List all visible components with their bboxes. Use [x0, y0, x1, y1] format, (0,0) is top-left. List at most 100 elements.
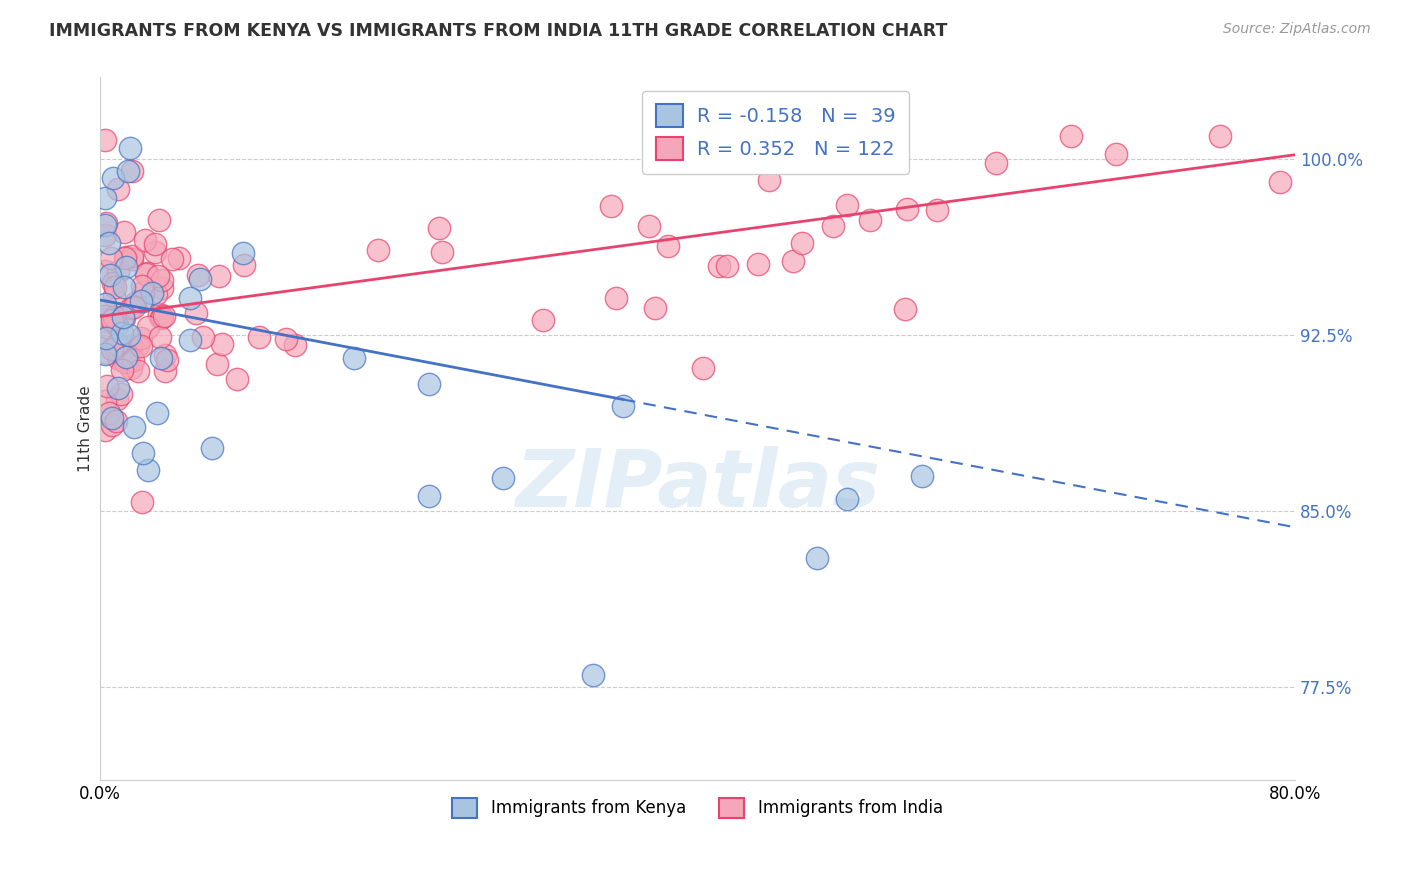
Point: [127, 338, 149, 352]
Point: [93, 227, 115, 242]
Point: [859, 213, 882, 227]
Point: [122, 300, 145, 314]
Point: [121, 249, 143, 263]
Point: [93, 219, 115, 233]
Point: [118, 327, 141, 342]
Point: [108, 352, 131, 367]
Point: [93, 191, 115, 205]
Point: [136, 266, 159, 280]
Point: [101, 411, 124, 425]
Point: [707, 259, 730, 273]
Point: [93, 328, 115, 343]
Point: [188, 272, 211, 286]
Point: [894, 301, 917, 316]
Point: [868, 128, 890, 143]
Point: [135, 267, 157, 281]
Point: [605, 291, 627, 305]
Point: [986, 156, 1008, 170]
Point: [184, 306, 207, 320]
Point: [107, 338, 129, 352]
Point: [93, 264, 115, 278]
Point: [105, 414, 128, 428]
Point: [716, 149, 738, 163]
Point: [127, 364, 149, 378]
Point: [427, 221, 450, 235]
Point: [782, 254, 804, 268]
Point: [107, 265, 129, 279]
Point: [150, 273, 173, 287]
Point: [117, 164, 139, 178]
Point: [179, 333, 201, 347]
Point: [136, 463, 159, 477]
Point: [911, 468, 934, 483]
Point: [143, 236, 166, 251]
Point: [716, 259, 738, 273]
Point: [418, 377, 440, 392]
Point: [98, 235, 121, 250]
Point: [145, 287, 167, 301]
Point: [105, 337, 128, 351]
Point: [148, 307, 170, 321]
Point: [93, 347, 115, 361]
Point: [114, 252, 136, 266]
Point: [141, 286, 163, 301]
Point: [124, 419, 146, 434]
Point: [107, 381, 129, 395]
Legend: Immigrants from Kenya, Immigrants from India: Immigrants from Kenya, Immigrants from I…: [446, 791, 949, 825]
Point: [150, 310, 173, 325]
Point: [1268, 175, 1291, 189]
Point: [132, 293, 155, 308]
Point: [150, 280, 173, 294]
Point: [692, 361, 714, 376]
Point: [150, 351, 173, 365]
Point: [111, 326, 134, 340]
Point: [896, 202, 918, 216]
Point: [150, 310, 173, 325]
Point: [105, 392, 128, 406]
Point: [104, 342, 127, 356]
Point: [247, 330, 270, 344]
Point: [103, 276, 125, 290]
Point: [104, 279, 127, 293]
Point: [160, 252, 183, 266]
Point: [112, 225, 135, 239]
Point: [638, 219, 661, 233]
Text: IMMIGRANTS FROM KENYA VS IMMIGRANTS FROM INDIA 11TH GRADE CORRELATION CHART: IMMIGRANTS FROM KENYA VS IMMIGRANTS FROM…: [49, 22, 948, 40]
Point: [101, 417, 124, 432]
Point: [136, 320, 159, 334]
Point: [276, 332, 298, 346]
Point: [747, 153, 769, 167]
Point: [115, 260, 138, 275]
Point: [111, 363, 134, 377]
Point: [124, 296, 146, 310]
Point: [284, 338, 307, 352]
Point: [1105, 146, 1128, 161]
Point: [114, 355, 136, 369]
Y-axis label: 11th Grade: 11th Grade: [79, 385, 93, 472]
Point: [225, 372, 247, 386]
Point: [120, 301, 142, 316]
Point: [121, 163, 143, 178]
Point: [1060, 128, 1083, 143]
Point: [153, 309, 176, 323]
Point: [103, 289, 125, 303]
Point: [101, 343, 124, 357]
Point: [179, 291, 201, 305]
Point: [187, 268, 209, 283]
Point: [143, 244, 166, 259]
Point: [112, 311, 135, 326]
Point: [117, 348, 139, 362]
Point: [149, 329, 172, 343]
Point: [492, 470, 515, 484]
Point: [107, 182, 129, 196]
Point: [118, 141, 141, 155]
Point: [120, 361, 142, 376]
Point: [93, 297, 115, 311]
Point: [121, 252, 143, 266]
Point: [94, 331, 117, 345]
Point: [835, 198, 858, 212]
Point: [94, 216, 117, 230]
Point: [105, 318, 128, 333]
Point: [115, 350, 138, 364]
Point: [96, 346, 118, 360]
